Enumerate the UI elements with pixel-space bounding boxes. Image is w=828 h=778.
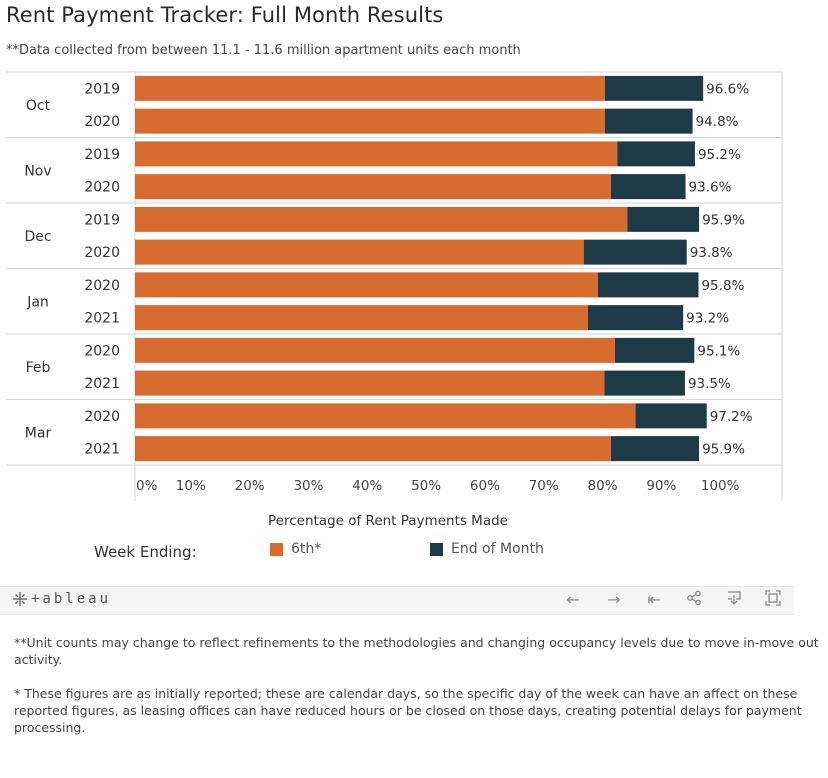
bar-6th [135,174,611,200]
data-label: 93.8% [690,245,733,261]
x-tick-label: 70% [529,478,559,494]
year-label: 2020 [84,180,120,196]
download-icon[interactable] [723,590,745,610]
revert-icon[interactable]: ⇤ [647,590,661,609]
month-label: Nov [24,163,51,179]
x-tick-label: 80% [588,478,618,494]
bar-end-of-month [604,108,693,134]
data-label: 93.2% [686,311,729,327]
data-label: 97.2% [710,409,753,425]
bar-6th [135,206,628,232]
data-label: 93.5% [688,376,731,392]
x-tick-label: 20% [235,478,265,494]
footnote-unit-counts: **Unit counts may change to reflect refi… [14,635,819,667]
month-label: Oct [26,98,51,114]
bar-6th [135,108,605,134]
bar-end-of-month [597,272,699,298]
bar-6th [135,436,611,462]
tableau-wordmark: +ableau [31,591,112,607]
bar-end-of-month [604,370,685,396]
bar-6th [135,337,615,363]
footnote-calendar-days: * These figures are as initially reporte… [14,686,802,735]
bar-6th [135,370,605,396]
bar-end-of-month [614,337,695,363]
x-tick-label: 30% [293,478,323,494]
year-label: 2019 [84,81,120,97]
legend-label-6th: 6th* [291,541,322,557]
year-label: 2021 [84,442,120,458]
data-label: 95.9% [702,442,745,458]
legend-label-end-of-month: End of Month [451,541,544,557]
year-label: 2019 [84,147,120,163]
fullscreen-icon[interactable] [762,590,784,610]
year-label: 2020 [84,245,120,261]
bar-end-of-month [610,174,686,200]
bar-end-of-month [635,403,707,429]
x-tick-label: 10% [176,478,206,494]
bar-6th [135,141,618,167]
legend-swatch-end-of-month [430,542,443,556]
data-label: 94.8% [696,114,739,130]
data-label: 95.8% [701,278,744,294]
undo-icon[interactable]: ← [566,590,580,609]
bar-end-of-month [587,305,684,331]
year-label: 2021 [84,376,120,392]
tableau-toolbar: +ableau ← → ⇤ [0,586,794,615]
x-tick-label: 50% [411,478,441,494]
bar-6th [135,272,598,298]
bar-end-of-month [583,239,687,265]
bar-6th [135,75,605,101]
bar-end-of-month [604,75,704,101]
share-glyph [687,590,701,606]
bar-end-of-month [627,206,700,232]
year-label: 2021 [84,311,120,327]
year-label: 2020 [84,343,120,359]
tableau-logo[interactable]: +ableau [12,591,111,607]
share-icon[interactable] [683,590,705,610]
x-tick-label: 90% [646,478,676,494]
year-label: 2020 [84,278,120,294]
stacked-bar-chart: Oct 2019 96.6% 2020 94.8% Nov 2019 95.2% 2020 93.… [6,71,783,501]
year-label: 2020 [84,114,120,130]
legend-title: Week Ending: [94,543,197,561]
data-label: 96.6% [706,81,749,97]
year-label: 2020 [84,409,120,425]
x-tick-label: 60% [470,478,500,494]
redo-icon[interactable]: → [607,590,621,609]
x-tick-label: 0% [136,478,158,494]
month-label: Jan [26,294,49,310]
chart-subtitle: **Data collected from between 11.1 - 11.… [6,43,521,58]
x-axis-title: Percentage of Rent Payments Made [268,513,508,529]
legend-item-end-of-month[interactable]: End of Month [430,541,544,557]
chart-title: Rent Payment Tracker: Full Month Results [6,3,444,27]
bar-6th [135,305,588,331]
x-tick-label: 40% [352,478,382,494]
legend-swatch-6th [270,542,283,556]
fullscreen-glyph [765,590,781,606]
year-label: 2019 [84,212,120,228]
download-glyph [728,591,741,605]
data-label: 95.2% [698,147,741,163]
bar-6th [135,239,584,265]
tableau-cross-icon [13,592,27,606]
legend-item-6th[interactable]: 6th* [270,541,321,557]
month-label: Mar [25,425,52,441]
x-tick-label: 100% [701,478,740,494]
data-label: 93.6% [689,180,732,196]
bar-end-of-month [610,436,700,462]
data-label: 95.9% [702,212,745,228]
month-label: Feb [26,360,51,376]
data-label: 95.1% [697,343,740,359]
month-label: Dec [24,229,51,245]
bar-end-of-month [617,141,695,167]
bar-6th [135,403,636,429]
